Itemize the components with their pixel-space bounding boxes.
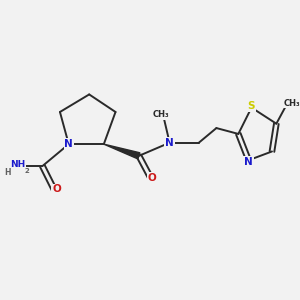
Text: 2: 2 xyxy=(25,168,30,174)
Text: H: H xyxy=(4,168,11,177)
Text: S: S xyxy=(248,101,255,111)
Text: N: N xyxy=(64,139,73,149)
Text: N: N xyxy=(165,138,174,148)
Text: O: O xyxy=(52,184,61,194)
Text: CH₃: CH₃ xyxy=(284,99,300,108)
Polygon shape xyxy=(104,144,140,159)
Text: NH: NH xyxy=(10,160,25,169)
Text: O: O xyxy=(148,173,156,183)
Text: CH₃: CH₃ xyxy=(152,110,169,119)
Text: N: N xyxy=(244,157,253,167)
